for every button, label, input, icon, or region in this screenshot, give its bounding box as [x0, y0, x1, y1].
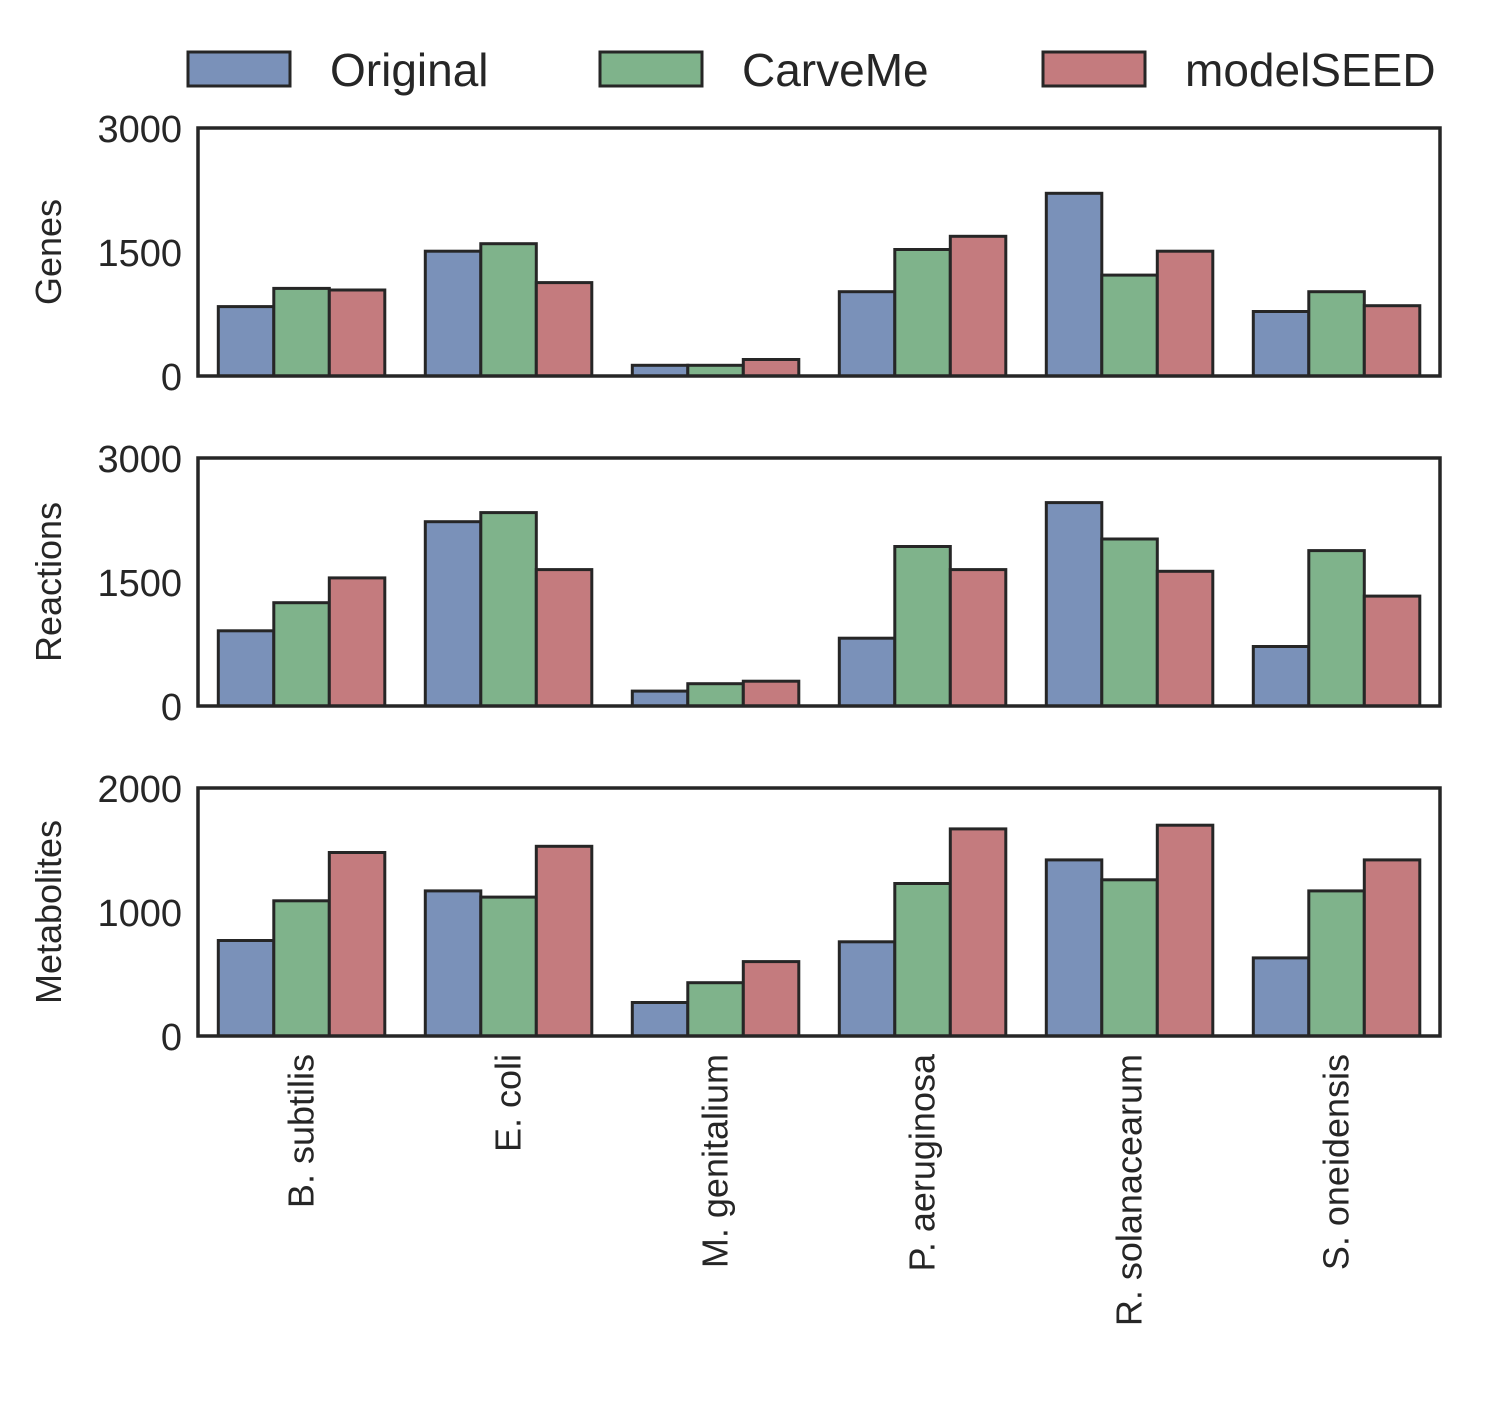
legend-swatch-carveme — [598, 50, 704, 88]
ytick-label-genes-2: 3000 — [97, 109, 182, 151]
bar-metabolites-original-1 — [423, 889, 483, 1038]
bar-metabolites-carveme-1 — [479, 895, 538, 1038]
legend-label-modelseed: modelSEED — [1185, 44, 1436, 96]
bar-reactions-carveme-0 — [272, 601, 331, 708]
bar-metabolites-original-5 — [1251, 956, 1311, 1038]
bar-genes-carveme-5 — [1307, 290, 1366, 378]
bar-reactions-original-2 — [630, 689, 690, 708]
bar-metabolites-modelseed-1 — [534, 844, 594, 1038]
legend-swatch-original — [186, 50, 292, 88]
bar-reactions-carveme-2 — [686, 682, 745, 708]
plot-frame-reactions — [196, 456, 1442, 708]
ytick-label-reactions-1: 1500 — [97, 563, 182, 605]
bar-metabolites-modelseed-5 — [1362, 858, 1422, 1038]
ytick-label-reactions-0: 0 — [161, 687, 182, 729]
bar-metabolites-carveme-0 — [272, 899, 331, 1038]
bar-reactions-carveme-3 — [893, 545, 952, 708]
bar-genes-modelseed-4 — [1155, 249, 1215, 378]
bar-genes-carveme-3 — [893, 248, 952, 378]
bar-metabolites-original-3 — [837, 940, 897, 1038]
bar-reactions-carveme-1 — [479, 511, 538, 708]
plot-frame-metabolites — [196, 786, 1442, 1038]
bar-reactions-original-3 — [837, 636, 897, 708]
bar-reactions-original-0 — [216, 629, 276, 708]
bar-reactions-original-5 — [1251, 645, 1311, 708]
xtick-label-4: R. solanacearum — [1109, 1054, 1150, 1326]
bar-metabolites-carveme-3 — [893, 882, 952, 1038]
bar-genes-original-3 — [837, 290, 897, 378]
ytick-label-genes-1: 1500 — [97, 233, 182, 275]
bar-genes-modelseed-1 — [534, 281, 594, 378]
bar-genes-modelseed-5 — [1362, 304, 1422, 378]
bar-metabolites-carveme-4 — [1100, 878, 1159, 1038]
bar-reactions-modelseed-2 — [741, 679, 801, 708]
bar-metabolites-modelseed-0 — [327, 851, 387, 1038]
bar-genes-carveme-1 — [479, 242, 538, 378]
ytick-label-reactions-2: 3000 — [97, 439, 182, 481]
bar-reactions-modelseed-1 — [534, 568, 594, 708]
bar-metabolites-original-4 — [1044, 858, 1104, 1038]
bar-genes-original-5 — [1251, 310, 1311, 378]
bar-reactions-original-1 — [423, 520, 483, 708]
ylabel-genes: Genes — [28, 199, 69, 305]
bar-genes-modelseed-0 — [327, 288, 387, 378]
bar-genes-carveme-0 — [272, 286, 331, 378]
bar-reactions-modelseed-3 — [948, 568, 1008, 708]
ytick-label-metabolites-1: 1000 — [97, 893, 182, 935]
bar-genes-original-1 — [423, 249, 483, 378]
xtick-label-0: B. subtilis — [281, 1054, 322, 1208]
bar-metabolites-original-0 — [216, 939, 276, 1038]
xtick-label-3: P. aeruginosa — [902, 1053, 943, 1271]
bar-reactions-modelseed-5 — [1362, 594, 1422, 708]
bar-metabolites-modelseed-2 — [741, 960, 801, 1038]
bar-reactions-carveme-5 — [1307, 549, 1366, 708]
bar-reactions-modelseed-0 — [327, 576, 387, 708]
legend-swatch-modelseed — [1041, 50, 1147, 88]
bar-genes-original-0 — [216, 305, 276, 378]
ylabel-metabolites: Metabolites — [28, 820, 69, 1004]
ytick-label-metabolites-2: 2000 — [97, 769, 182, 811]
xtick-label-5: S. oneidensis — [1316, 1054, 1357, 1270]
bar-metabolites-modelseed-4 — [1155, 823, 1215, 1038]
bar-genes-modelseed-3 — [948, 234, 1008, 378]
bar-reactions-original-4 — [1044, 501, 1104, 708]
legend-label-original: Original — [330, 44, 489, 96]
bar-metabolites-carveme-5 — [1307, 889, 1366, 1038]
legend-label-carveme: CarveMe — [742, 44, 929, 96]
bar-genes-carveme-4 — [1100, 273, 1159, 378]
xtick-label-1: E. coli — [488, 1054, 529, 1152]
bar-metabolites-carveme-2 — [686, 981, 745, 1038]
xtick-label-2: M. genitalium — [695, 1054, 736, 1268]
bar-reactions-modelseed-4 — [1155, 569, 1215, 708]
ytick-label-genes-0: 0 — [161, 357, 182, 399]
bar-genes-original-4 — [1044, 191, 1104, 378]
bar-metabolites-modelseed-3 — [948, 827, 1008, 1038]
bar-reactions-carveme-4 — [1100, 537, 1159, 708]
ylabel-reactions: Reactions — [28, 502, 69, 662]
bar-genes-modelseed-2 — [741, 358, 801, 378]
ytick-label-metabolites-0: 0 — [161, 1017, 182, 1059]
bar-metabolites-original-2 — [630, 1001, 690, 1038]
plot-frame-genes — [196, 126, 1442, 378]
